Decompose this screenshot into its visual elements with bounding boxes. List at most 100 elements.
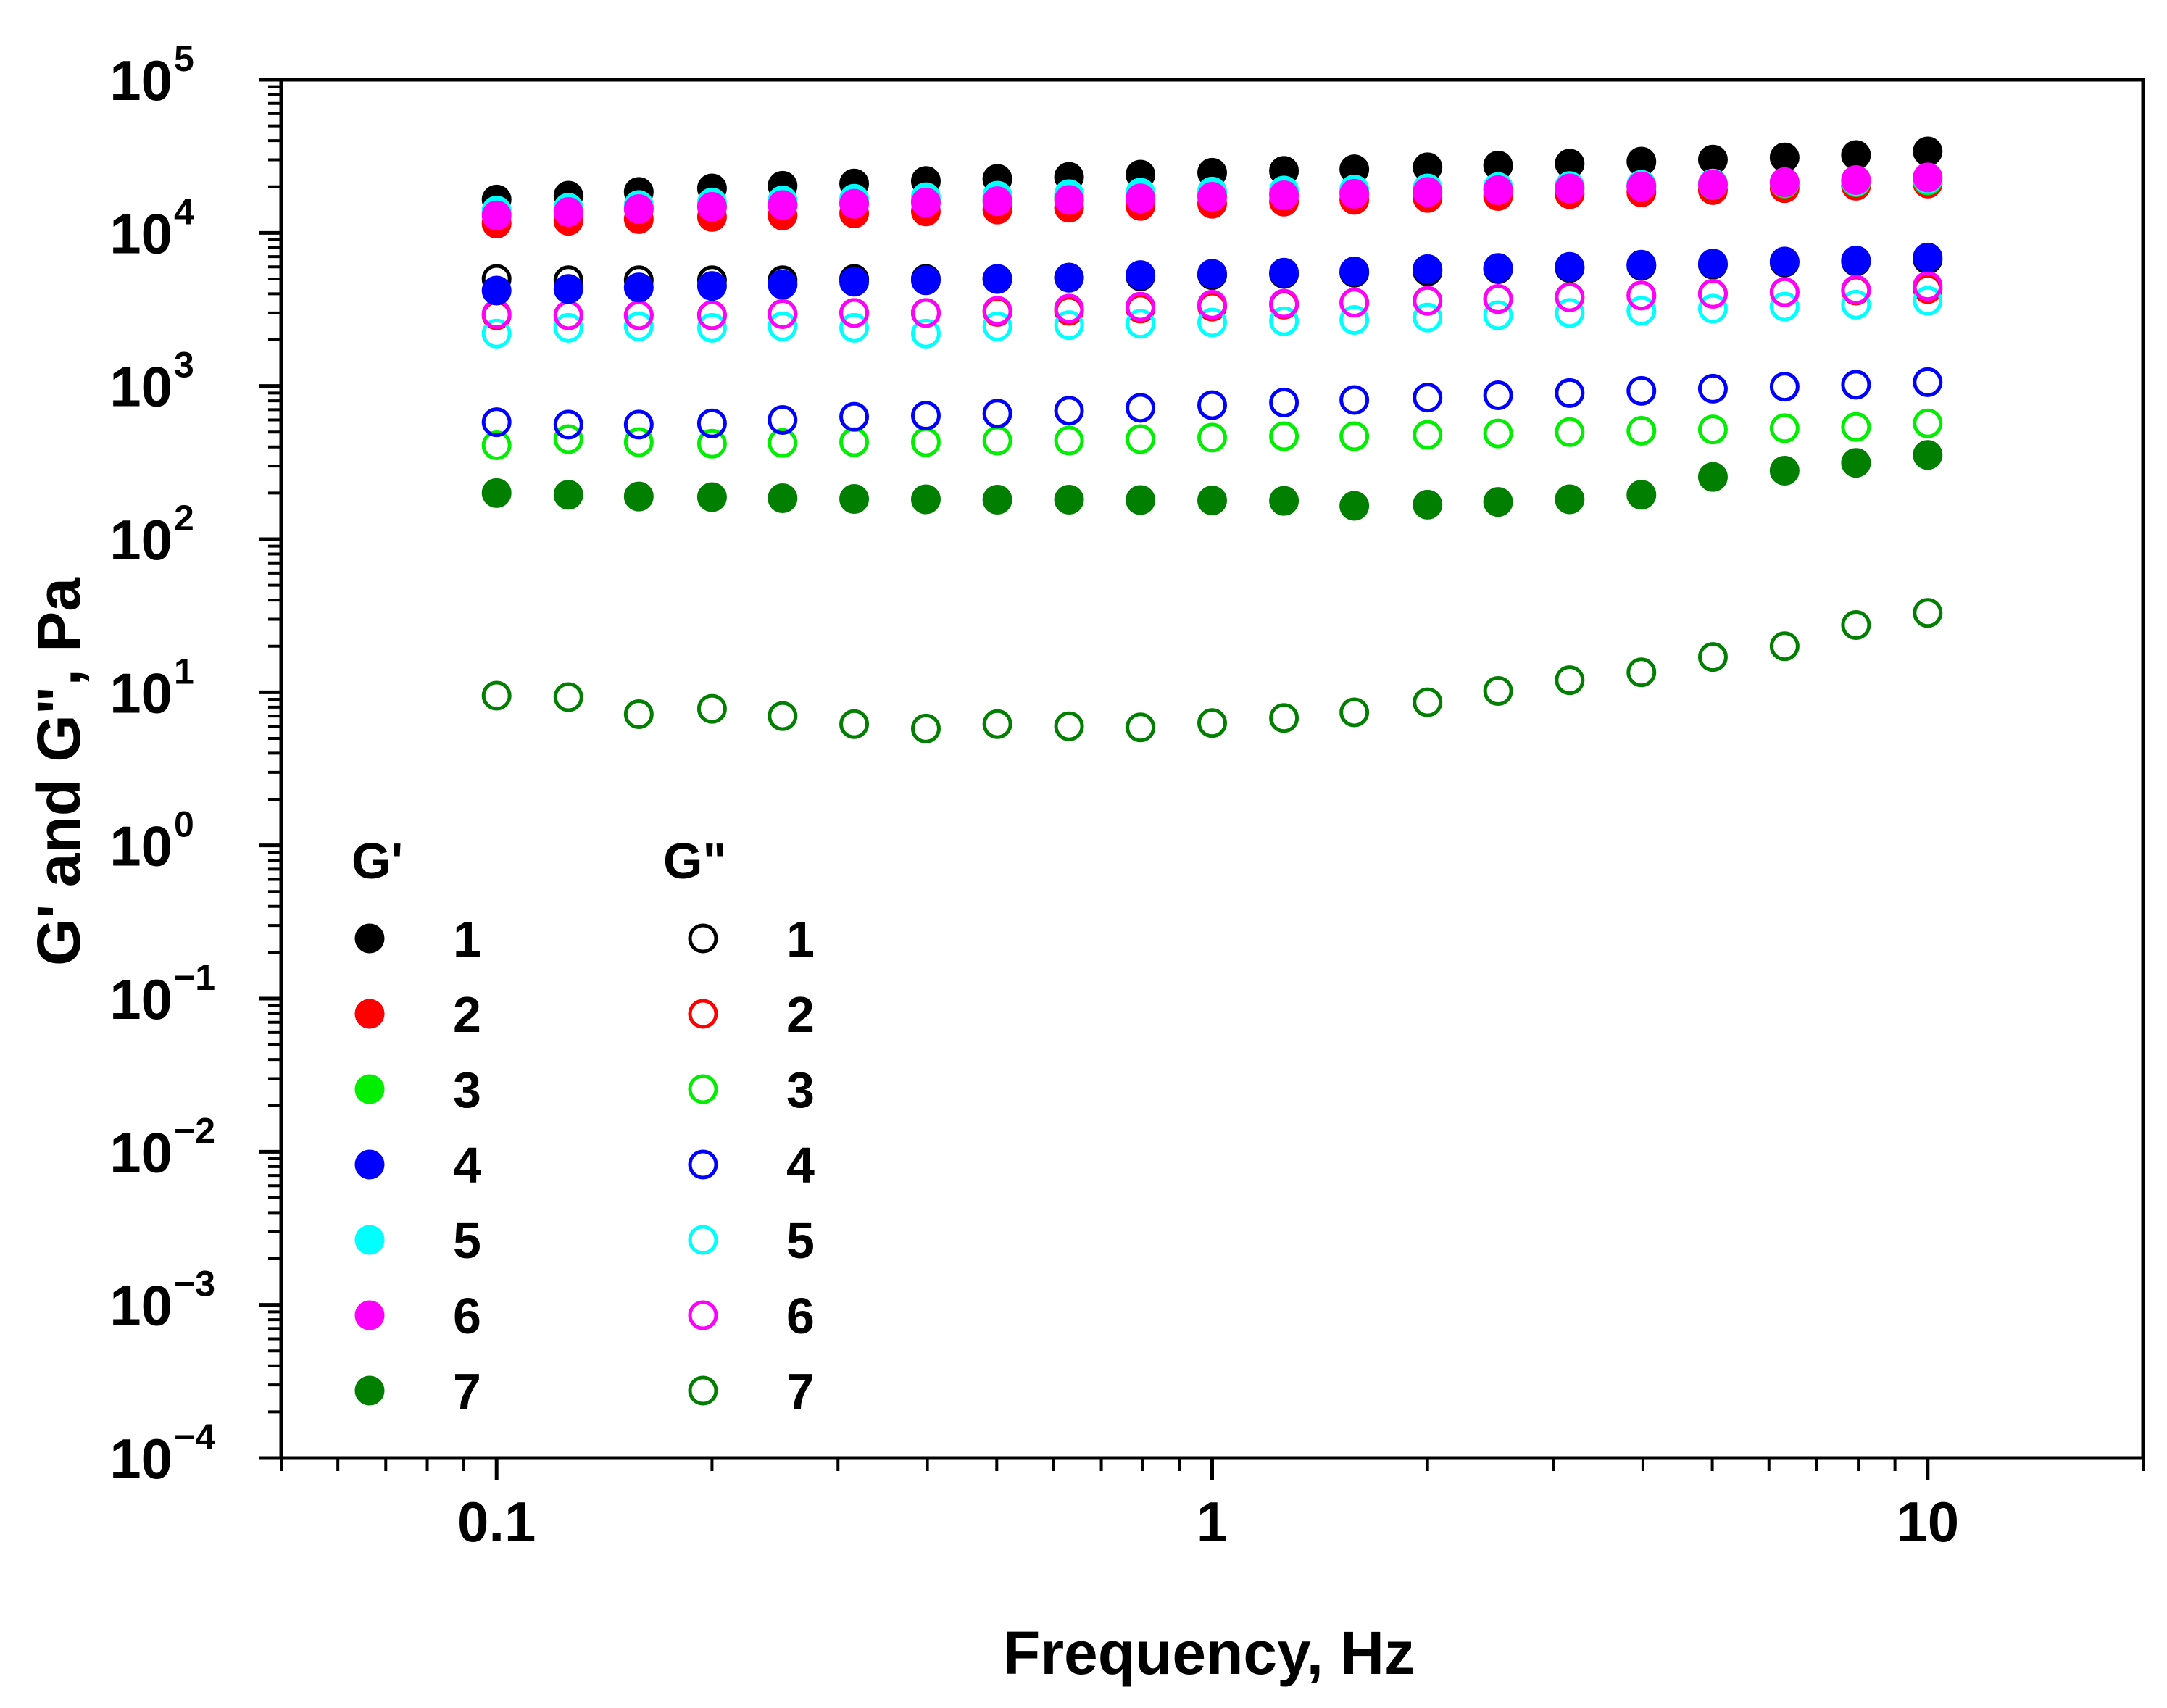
y-tick-exponent: −2 [174,1110,215,1151]
gprime-point-6 [1197,182,1227,212]
gdoubleprime-point-5 [481,318,512,349]
legend-label-gdoubleprime-1: 1 [786,911,815,967]
gdoubleprime-point-7 [481,680,512,711]
legend-marker-gdoubleprime-6 [688,1300,718,1330]
gprime-point-4 [1555,251,1585,282]
gprime-point-7 [768,483,798,514]
gprime-point-4 [1269,257,1299,288]
gdoubleprime-point-6 [1197,289,1227,320]
legend-marker-gprime-4 [354,1149,385,1180]
gdoubleprime-point-4 [1197,390,1227,420]
gprime-point-4 [1339,257,1370,287]
gdoubleprime-point-3 [1626,415,1657,446]
y-tick-label: 10 [109,1274,172,1338]
y-tick-label: 10 [109,815,172,878]
gprime-point-4 [1126,260,1156,291]
gdoubleprime-point-5 [1626,296,1657,326]
gdoubleprime-point-7 [696,693,727,724]
gdoubleprime-point-7 [1054,711,1084,741]
gdoubleprime-point-6 [1555,282,1585,312]
gprime-point-7 [982,485,1012,515]
legend-label-gprime-2: 2 [453,986,481,1043]
gdoubleprime-point-4 [1483,380,1513,410]
gprime-point-4 [1197,259,1227,289]
legend-marker-gprime-5 [354,1225,385,1255]
legend-marker-gprime-3 [354,1074,385,1104]
gdoubleprime-point-7 [1197,708,1227,738]
gprime-point-4 [768,270,798,300]
gprime-point-7 [696,482,727,512]
gdoubleprime-point-5 [1339,305,1370,336]
gprime-point-7 [1413,489,1443,520]
gprime-point-4 [623,272,654,303]
y-tick-label: 10 [109,508,172,572]
legend-marker-gprime-7 [354,1375,385,1406]
legend-label-gprime-1: 1 [453,911,481,967]
gdoubleprime-point-3 [1913,408,1943,438]
legend-label-gprime-4: 4 [453,1137,481,1193]
gprime-point-7 [1269,486,1299,516]
gdoubleprime-point-3 [623,427,654,457]
legend-header-gprime: G' [352,833,403,889]
gprime-point-6 [1841,165,1871,196]
gdoubleprime-point-6 [910,298,941,328]
gprime-point-6 [1126,183,1156,214]
gprime-point-7 [1054,485,1084,515]
gdoubleprime-point-6 [1269,288,1299,319]
gdoubleprime-point-6 [1483,284,1513,314]
legend-label-gdoubleprime-2: 2 [786,986,815,1043]
gdoubleprime-point-6 [1913,271,1943,301]
legend-marker-gdoubleprime-4 [688,1149,718,1180]
gdoubleprime-point-7 [768,701,798,731]
legend: G' G" 1 1 2 2 3 3 4 4 5 5 6 6 7 7 [352,833,815,1420]
y-tick-label: 10 [109,967,172,1031]
legend-label-gdoubleprime-4: 4 [786,1137,815,1193]
gprime-point-6 [553,196,583,227]
gprime-point-6 [768,190,798,220]
gprime-point-6 [1913,162,1943,193]
gdoubleprime-point-5 [696,312,727,343]
gprime-point-6 [623,194,654,225]
gdoubleprime-point-5 [839,312,870,343]
y-tick-exponent: 5 [174,38,194,79]
gdoubleprime-point-4 [982,399,1012,429]
gdoubleprime-point-7 [1126,712,1156,743]
gdoubleprime-point-7 [839,709,870,739]
gdoubleprime-point-3 [768,428,798,458]
gdoubleprime-point-5 [1269,306,1299,336]
gprime-point-7 [1841,448,1871,478]
gdoubleprime-point-7 [1626,657,1657,688]
gdoubleprime-point-5 [1126,309,1156,339]
gprime-point-4 [1841,245,1871,275]
gprime-point-4 [1697,249,1728,279]
y-tick-exponent: 4 [174,191,194,232]
gdoubleprime-point-7 [1413,687,1443,717]
gprime-point-6 [1483,175,1513,205]
gdoubleprime-point-7 [910,713,941,743]
gdoubleprime-point-3 [1483,418,1513,449]
gdoubleprime-point-4 [1913,367,1943,397]
legend-marker-gdoubleprime-5 [688,1225,718,1255]
gprime-point-6 [1339,178,1370,209]
data-marks [481,136,1943,743]
gprime-point-4 [1913,242,1943,272]
gdoubleprime-point-3 [1769,413,1800,443]
gprime-point-6 [1413,177,1443,207]
gprime-point-6 [481,200,512,230]
legend-label-gprime-6: 6 [453,1288,481,1344]
gprime-point-4 [1626,249,1657,280]
legend-marker-gprime-2 [354,999,385,1029]
legend-marker-gprime-6 [354,1300,385,1330]
gdoubleprime-point-7 [1769,631,1800,662]
y-tick-label: 10 [109,1427,172,1491]
gdoubleprime-point-4 [1054,396,1084,426]
y-tick-exponent: 3 [174,345,194,386]
legend-marker-gdoubleprime-2 [688,999,718,1029]
gprime-point-7 [623,481,654,512]
legend-marker-gprime-1 [354,923,385,954]
y-tick-exponent: 2 [174,498,194,538]
gdoubleprime-point-4 [839,401,870,432]
gdoubleprime-point-5 [1413,302,1443,333]
gdoubleprime-point-3 [553,424,583,454]
gprime-point-4 [839,267,870,297]
